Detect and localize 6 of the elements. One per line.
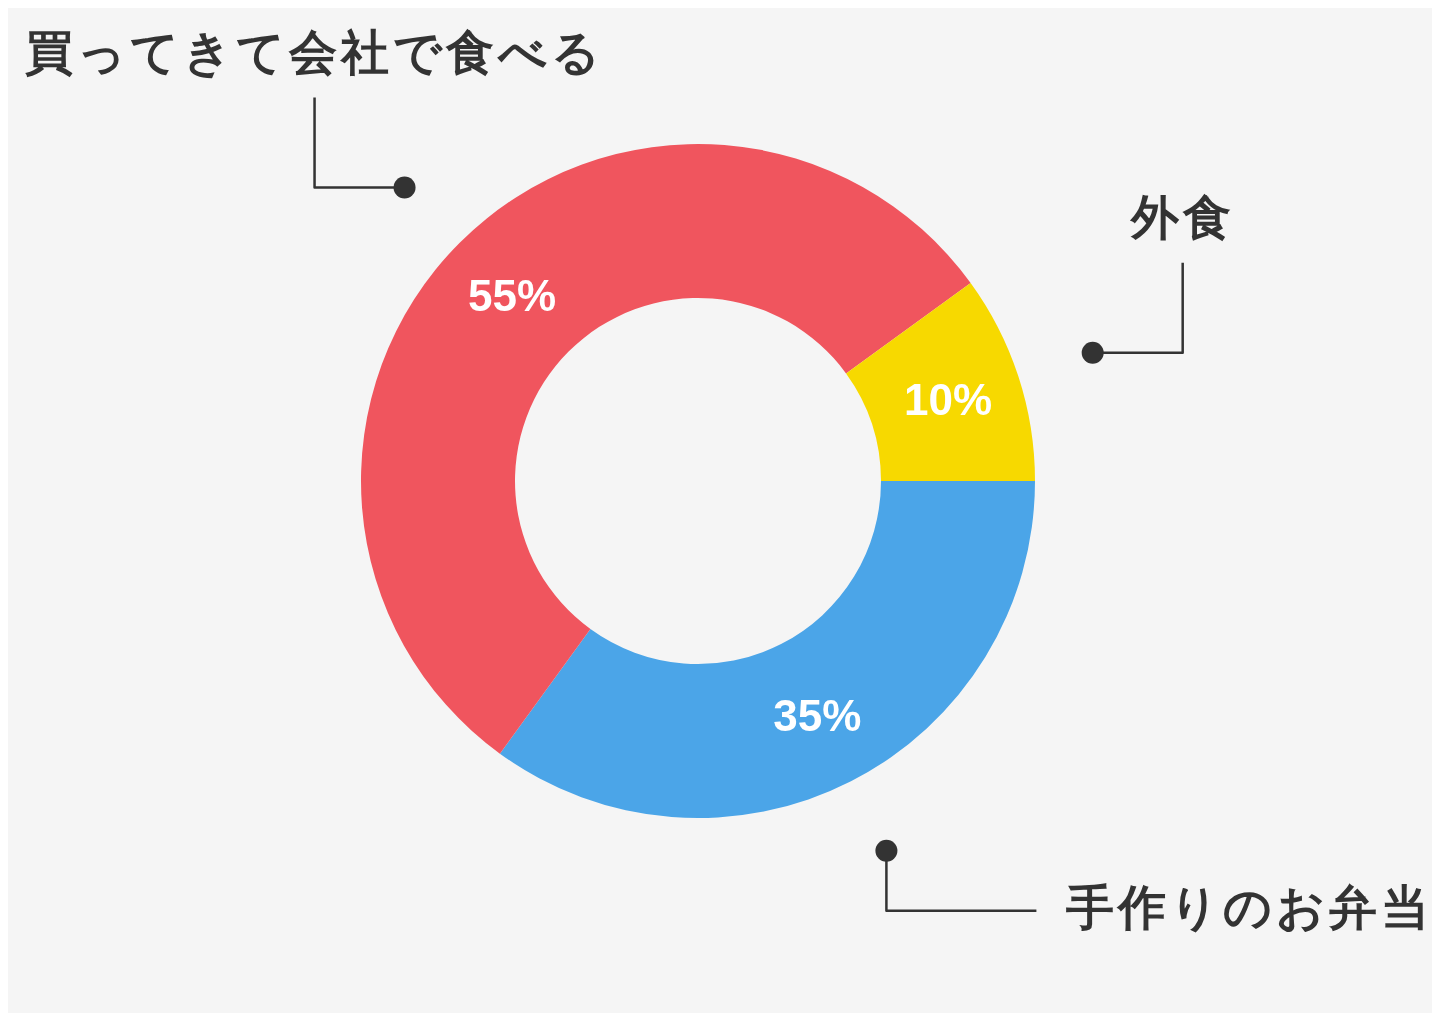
data-label: 55% [467, 270, 557, 320]
data-label: 10% [904, 375, 993, 425]
slice-label: 買ってきて会社で食べる [25, 23, 605, 80]
slice-label: 外食 [1128, 188, 1235, 245]
data-label: 35% [773, 690, 862, 740]
slice-label: 手作りのお弁当 [1065, 878, 1434, 935]
